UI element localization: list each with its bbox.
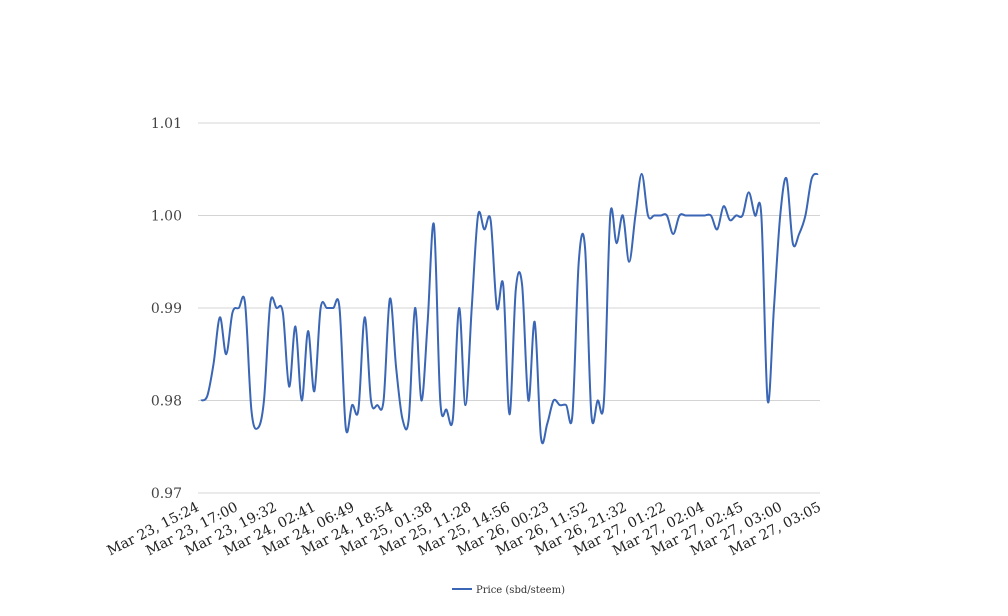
series-line-price [200,172,819,445]
gridlines [198,122,820,494]
y-axis-ticks: 0.97 0.98 0.99 1.00 1.01 [151,116,182,502]
legend-label: Price (sbd/steem) [476,585,565,596]
series-lines [200,172,819,445]
y-tick-label: 0.97 [151,486,182,502]
y-tick-label: 0.98 [151,394,182,410]
y-tick-label: 0.99 [151,301,182,317]
legend[interactable]: Price (sbd/steem) [452,585,565,596]
y-tick-label: 1.00 [151,209,182,225]
y-tick-label: 1.01 [151,116,182,132]
